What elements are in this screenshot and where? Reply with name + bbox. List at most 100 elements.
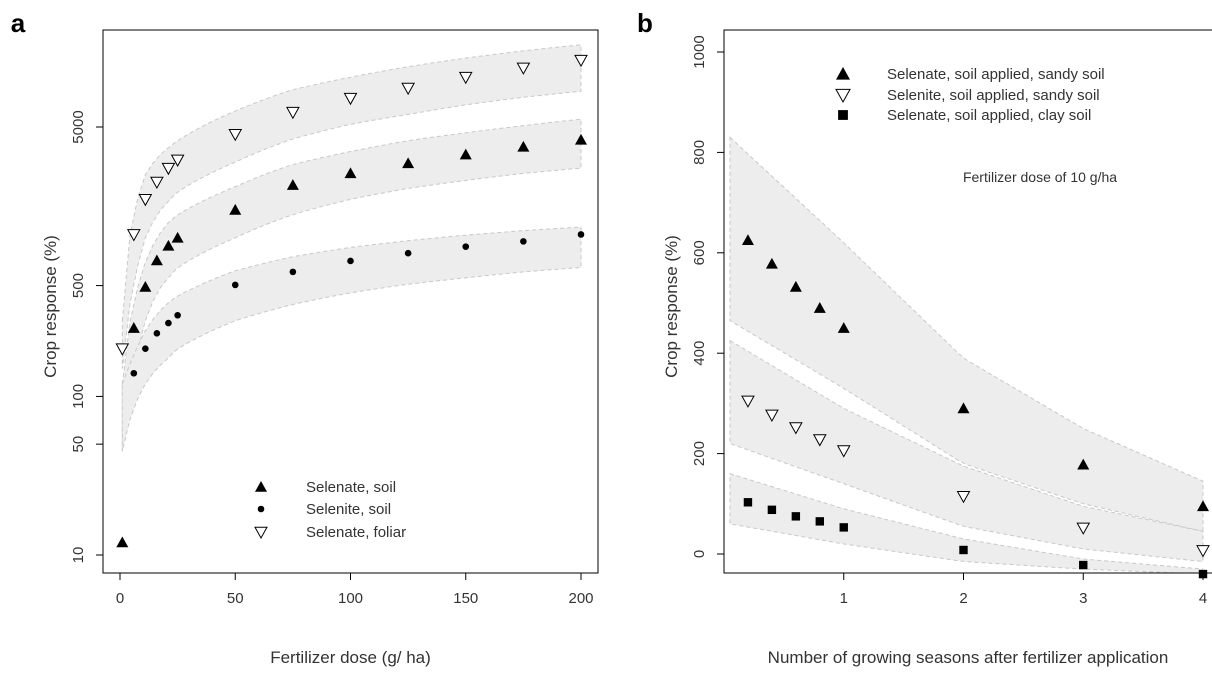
panel-b-point	[956, 490, 971, 504]
panel-a-point	[130, 369, 138, 377]
panel-a-point	[343, 92, 358, 106]
panel-b-point	[1197, 500, 1209, 512]
panel-b-ytick-label: 600	[691, 240, 708, 265]
panel-b-point	[765, 257, 778, 269]
panel-b-xtick-label: 4	[1199, 590, 1207, 607]
panel-a-band-1	[121, 44, 582, 369]
panel-a-point	[153, 330, 161, 337]
panel-b-ytick-label: 800	[691, 140, 708, 165]
panel-a-point	[517, 140, 530, 152]
panel-b-annotation: Fertilizer dose of 10 g/ha	[963, 169, 1117, 185]
panel-a-point	[516, 62, 531, 75]
panel-a-point	[459, 148, 472, 160]
panel-a-point	[174, 311, 181, 319]
panel-b-point	[741, 395, 755, 408]
panel-b-x-axis-title: Number of growing seasons after fertiliz…	[768, 648, 1169, 667]
panel-b-point	[812, 434, 827, 447]
panel-a-ytick-label: 50	[70, 436, 87, 453]
panel-a-legend-marker	[257, 505, 265, 513]
panel-b-point	[959, 545, 968, 555]
panel-b-point	[1196, 545, 1210, 558]
panel-b-frame	[723, 29, 1212, 574]
panel-a-point	[229, 203, 242, 215]
panel-b-band-1	[729, 136, 1204, 533]
panel-b-point	[836, 445, 851, 458]
panel-a-point	[127, 322, 140, 333]
panel-a-point	[575, 133, 587, 145]
panel-a-xtick-label: 50	[227, 590, 244, 607]
panel-b-point	[789, 422, 803, 435]
panel-b-ytick-label: 200	[691, 441, 708, 466]
panel-b-point	[837, 322, 850, 333]
panel-a-point	[401, 82, 415, 96]
panel-a-xtick-label: 0	[116, 590, 124, 607]
panel-a-point	[231, 281, 239, 289]
panel-a-x-axis-title: Fertilizer dose (g/ ha)	[270, 648, 431, 667]
panel-b-legend-marker	[835, 88, 851, 104]
panel-b-legend-label: Selenate, soil applied, sandy soil	[887, 66, 1105, 83]
panel-b-legend-marker	[836, 67, 850, 80]
panel-a-letter: a	[11, 8, 26, 38]
panel-b-point	[765, 409, 779, 422]
panel-b-point	[791, 512, 801, 521]
panel-a-point	[161, 162, 176, 176]
panel-b-legend-label: Selenate, soil applied, clay soil	[887, 107, 1091, 124]
panel-a-point	[138, 194, 153, 207]
panel-b-point	[1079, 560, 1088, 570]
panel-a-legend-label: Selenate, soil	[306, 479, 396, 496]
panel-b-point	[789, 280, 802, 292]
panel-a-point	[165, 319, 172, 327]
panel-a-point	[286, 179, 299, 190]
panel-a-legend-label: Selenate, foliar	[306, 524, 406, 541]
panel-b-letter: b	[637, 8, 653, 38]
panel-b-point	[767, 505, 777, 515]
panel-a-point	[142, 345, 149, 352]
panel-a-point	[402, 157, 415, 169]
panel-a-point	[520, 238, 527, 245]
panel-a-point	[577, 231, 585, 238]
panel-a-point	[126, 229, 141, 242]
panel-a-point	[150, 254, 163, 266]
panel-b-xtick-label: 1	[840, 590, 848, 607]
panel-b-point	[1076, 522, 1091, 535]
panel-a-point	[115, 343, 130, 356]
panel-b-point	[813, 302, 826, 313]
panel-b-xtick-label: 2	[959, 590, 967, 607]
panel-a-point	[462, 243, 470, 250]
panel-b-point	[743, 498, 753, 507]
panel-b-point	[839, 523, 848, 532]
panel-a-point	[162, 239, 175, 251]
panel-b-point	[815, 517, 824, 526]
panel-a-point	[289, 268, 297, 276]
panel-b-xtick-label: 3	[1079, 590, 1087, 607]
panel-b-point	[741, 234, 754, 246]
panel-a-point	[404, 249, 412, 257]
panel-a-xtick-label: 200	[568, 590, 593, 607]
panel-a-point	[116, 536, 129, 548]
panel-b-point	[1077, 458, 1090, 470]
panel-b-point	[1198, 569, 1208, 579]
panel-a-point	[574, 54, 588, 68]
panel-b-legend-label: Selenite, soil applied, sandy soil	[887, 87, 1100, 104]
panel-a-point	[139, 280, 152, 292]
panel-a-point	[170, 154, 185, 167]
panel-a-point	[458, 71, 473, 85]
panel-a-legend-label: Selenite, soil	[306, 501, 391, 518]
panel-a-ytick-label: 500	[70, 273, 87, 298]
panel-a-point	[228, 128, 243, 142]
panel-b-ytick-label: 1000	[691, 35, 708, 68]
panel-a-y-axis-title: Crop response (%)	[41, 235, 60, 378]
panel-b-ytick-label: 400	[691, 341, 708, 366]
panel-a-ytick-label: 10	[70, 547, 87, 564]
panel-a-ytick-label: 5000	[70, 110, 87, 143]
panel-a-band-2	[121, 118, 582, 452]
panel-b-point	[957, 402, 970, 414]
panel-a-point	[150, 176, 164, 190]
panel-b-y-axis-title: Crop response (%)	[662, 235, 681, 378]
panel-b-legend-marker	[838, 110, 848, 120]
panel-a-legend-marker	[255, 481, 267, 492]
panel-b-ytick-label: 0	[691, 550, 708, 558]
panel-a-point	[171, 231, 184, 243]
panel-b-band-2	[729, 339, 1204, 563]
